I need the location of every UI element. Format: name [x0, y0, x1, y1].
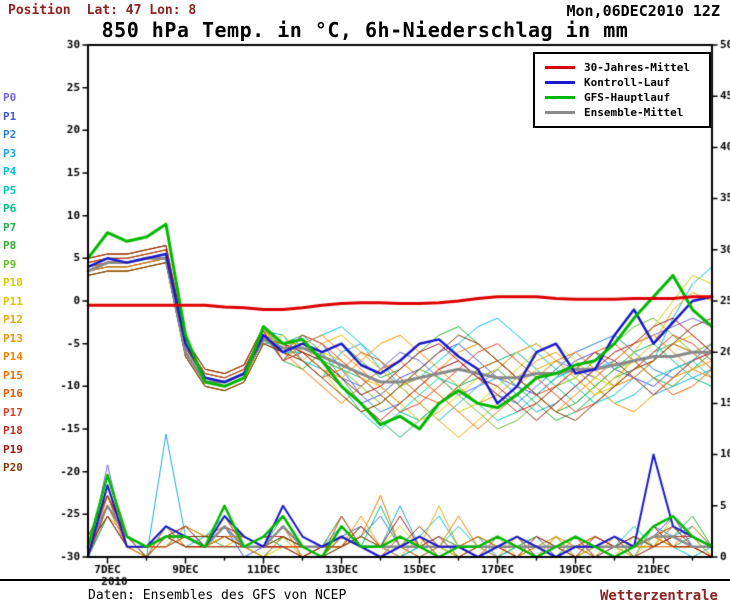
member-label-p18: P18 [3, 424, 23, 437]
legend-item: Kontroll-Lauf [545, 75, 709, 90]
position-label: Position [8, 3, 71, 18]
chart-title: 850 hPa Temp. in °C, 6h-Niederschlag in … [101, 18, 629, 42]
member-label-p10: P10 [3, 276, 23, 289]
member-label-p17: P17 [3, 405, 23, 419]
member-label-p16: P16 [3, 387, 23, 400]
member-label-p3: P3 [3, 146, 17, 160]
legend-label: 30-Jahres-Mittel [584, 61, 690, 74]
member-label-p2: P2 [3, 128, 17, 141]
legend-line-swatch [545, 66, 575, 69]
legend-line-swatch [545, 96, 575, 99]
member-label-p11: P11 [3, 294, 23, 308]
legend-label: Kontroll-Lauf [584, 76, 671, 89]
member-label-p7: P7 [3, 220, 17, 234]
member-label-p20: P20 [3, 461, 23, 474]
lat-lon-value: Lat: 47 Lon: 8 [86, 3, 197, 18]
member-label-p0: P0 [3, 91, 17, 104]
member-label-p8: P8 [3, 239, 17, 252]
footer: Daten: Ensembles des GFS von NCEP Wetter… [0, 579, 730, 604]
legend-item: 30-Jahres-Mittel [545, 60, 709, 75]
member-label-p19: P19 [3, 442, 23, 456]
legend-label: GFS-Hauptlauf [584, 91, 671, 104]
member-label-p6: P6 [3, 202, 17, 215]
member-label-p9: P9 [3, 257, 17, 271]
member-label-p13: P13 [3, 331, 23, 345]
legend-line-swatch [545, 111, 575, 114]
legend: 30-Jahres-Mittel Kontroll-Lauf GFS-Hauptla… [533, 52, 711, 128]
legend-item: Ensemble-Mittel [545, 105, 709, 120]
member-label-p12: P12 [3, 313, 23, 326]
position-header: Position Lat: 47 Lon: 8 [8, 3, 196, 18]
legend-item: GFS-Hauptlauf [545, 90, 709, 105]
member-label-p1: P1 [3, 109, 17, 123]
run-datetime: Mon,06DEC2010 12Z [566, 2, 720, 20]
member-label-p5: P5 [3, 183, 17, 197]
data-source-text: Daten: Ensembles des GFS von NCEP [88, 588, 347, 603]
member-label-p4: P4 [3, 165, 17, 178]
member-label-p14: P14 [3, 350, 23, 363]
legend-line-swatch [545, 81, 575, 84]
wetterzentrale-brand: Wetterzentrale [599, 588, 718, 604]
legend-label: Ensemble-Mittel [584, 106, 684, 119]
member-label-p15: P15 [3, 368, 23, 382]
